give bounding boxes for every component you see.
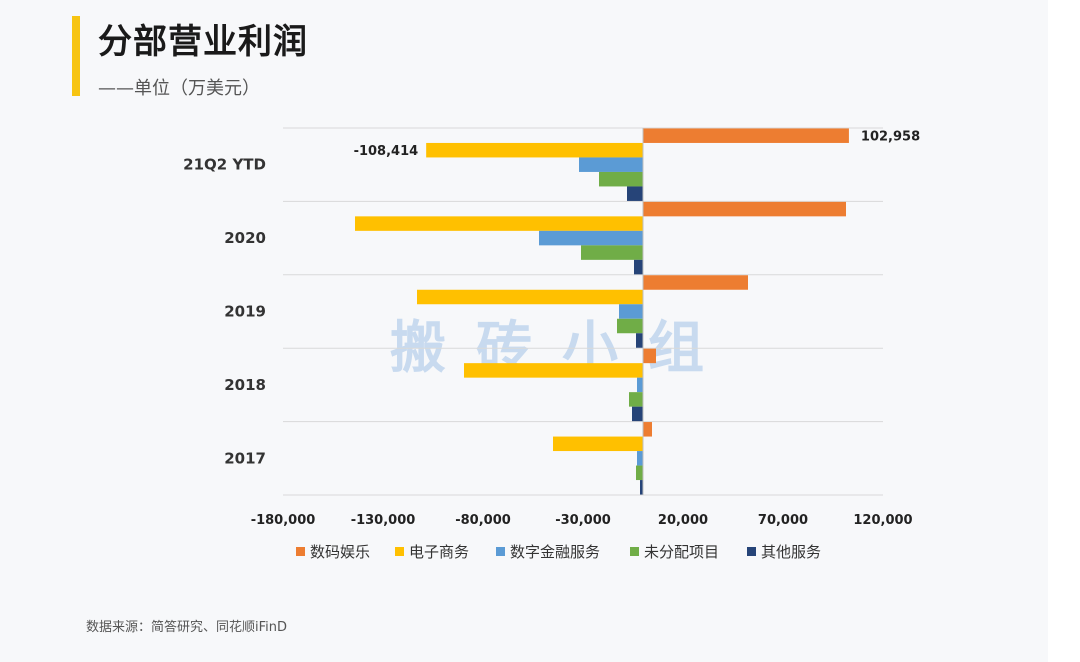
bar-2-1 [426,142,643,158]
bar-3-1 [579,157,643,172]
legend-label: 其他服务 [761,543,821,561]
data-label: 102,958 [861,130,920,145]
legend-swatch [296,547,305,556]
category-label: 21Q2 YTD [183,156,266,174]
bar-4-5 [636,465,643,481]
bar-3-3 [619,304,643,319]
bar-1-5 [643,422,652,437]
title-accent-bar [72,16,80,96]
legend-swatch [747,547,756,556]
bar-2-2 [355,216,643,231]
data-label: -108,414 [354,144,419,159]
legend-swatch [395,547,404,556]
bar-4-3 [617,318,643,334]
x-tick-label: -30,000 [555,513,611,528]
legend-label: 数码娱乐 [310,543,370,561]
x-tick-label: -130,000 [351,513,416,528]
bar-1-3 [643,275,748,290]
bar-5-2 [634,259,643,275]
category-label: 2020 [224,229,266,247]
page-title: 分部营业利润 [98,22,308,62]
bar-2-3 [417,289,643,305]
bar-1-4 [643,348,656,364]
bar-3-4 [637,377,643,393]
bar-2-4 [464,363,643,378]
legend-swatch [496,547,505,556]
x-tick-label: -80,000 [455,513,511,528]
bar-3-2 [539,230,643,246]
bar-5-4 [632,406,643,422]
legend-label: 未分配项目 [644,543,719,561]
bar-4-1 [599,171,643,187]
x-tick-label: 70,000 [758,513,808,528]
chart-canvas [0,0,1048,662]
category-label: 2018 [224,376,266,394]
category-label: 2017 [224,449,266,467]
legend-label: 数字金融服务 [510,543,600,561]
bar-5-1 [627,186,643,201]
x-tick-label: 20,000 [658,513,708,528]
bar-1-1 [643,128,849,143]
legend-swatch [630,547,639,556]
bar-4-4 [629,392,643,407]
data-source: 数据来源：简答研究、同花顺iFinD [86,620,288,635]
bar-2-5 [553,436,643,452]
bar-3-5 [637,451,643,466]
legend-label: 电子商务 [409,543,469,561]
x-tick-label: -180,000 [251,513,316,528]
x-tick-label: 120,000 [853,513,912,528]
bar-1-2 [643,201,846,217]
bar-4-2 [581,245,643,260]
bar-5-5 [640,480,643,495]
category-label: 2019 [224,303,266,321]
unit-subtitle: ——单位（万美元） [98,78,260,99]
bar-5-3 [636,333,643,348]
